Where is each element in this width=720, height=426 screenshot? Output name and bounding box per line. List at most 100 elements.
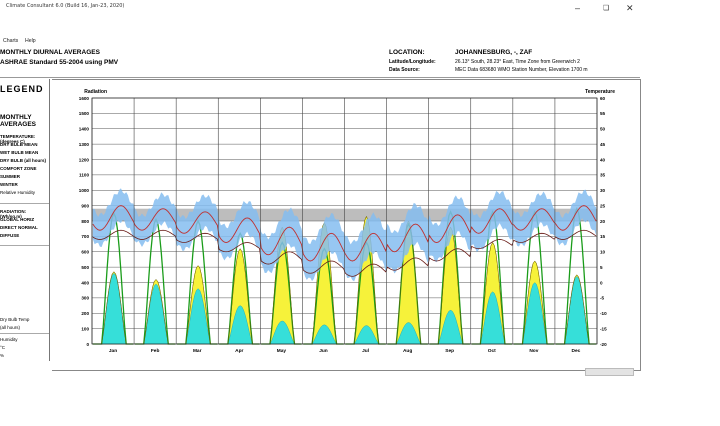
right-tick-label: 20 — [600, 219, 606, 224]
legend-rad-title: RADIATION: (Wh/sq.m) — [0, 209, 27, 219]
right-tick-label: -10 — [600, 311, 607, 316]
left-tick-label: 1600 — [79, 96, 90, 101]
left-tick-label: 1200 — [79, 157, 90, 162]
right-tick-label: -5 — [600, 296, 605, 301]
legend-item[interactable]: DIRECT NORMAL — [0, 225, 38, 230]
right-tick-label: 30 — [600, 188, 606, 193]
latlong-label: Latitude/Longitude: — [389, 59, 436, 65]
month-label: Oct — [488, 348, 496, 354]
legend-subheading: MONTHLY AVERAGES — [0, 114, 36, 128]
left-tick-label: 600 — [81, 250, 89, 255]
legend-footer-item: Dry Bulb Temp — [0, 317, 30, 322]
legend-divider — [0, 333, 49, 334]
legend-divider — [0, 245, 49, 246]
close-icon[interactable]: ✕ — [626, 3, 634, 13]
right-tick-label: 45 — [600, 142, 606, 147]
right-tick-label: 55 — [600, 111, 606, 116]
legend-heading: LEGEND — [0, 84, 44, 94]
location-value: JOHANNESBURG, -, ZAF — [455, 49, 533, 56]
legend-item[interactable]: DIFFUSE — [0, 233, 20, 238]
location-label: LOCATION: — [389, 49, 425, 56]
scrollbar[interactable] — [585, 368, 634, 376]
y-axis-label-radiation: Radiation — [84, 89, 107, 95]
right-tick-label: 40 — [600, 157, 606, 162]
month-label: Apr — [235, 348, 243, 354]
left-tick-label: 1100 — [79, 173, 89, 178]
legend-item[interactable]: WINTER — [0, 182, 18, 187]
month-label: Sep — [445, 348, 454, 354]
month-label: Mar — [193, 348, 202, 354]
window-title: Climate Consultant 6.0 (Build 16, Jan-23… — [6, 3, 125, 9]
source-value: MEC Data 683680 WMO Station Number, Elev… — [455, 67, 588, 73]
menu-help[interactable]: Help — [25, 38, 36, 44]
right-tick-label: -15 — [600, 326, 607, 331]
source-label: Data Source: — [389, 67, 420, 73]
diffuse-area — [429, 309, 470, 345]
chart-header: MONTHLY DIURNAL AVERAGES ASHRAE Standard… — [0, 47, 640, 78]
maximize-icon[interactable]: ❏ — [603, 5, 610, 12]
left-tick-label: 300 — [81, 296, 89, 301]
right-tick-label: 5 — [600, 265, 603, 270]
diffuse-area — [261, 320, 302, 345]
y-axis-label-temperature: Temperature — [585, 89, 615, 95]
left-tick-label: 1300 — [79, 142, 90, 147]
diffuse-area — [177, 288, 218, 345]
diffuse-area — [219, 305, 260, 345]
month-label: Dec — [572, 348, 581, 354]
legend-item[interactable]: DRY BULB (all hours) — [0, 158, 47, 163]
right-tick-label: 35 — [600, 173, 606, 178]
legend-item[interactable]: DRY BULB MEAN — [0, 142, 38, 147]
left-tick-label: 400 — [81, 280, 89, 285]
legend-divider — [0, 203, 49, 204]
right-tick-label: -20 — [600, 342, 607, 347]
legend-item[interactable]: GLOBAL HORIZ — [0, 217, 35, 222]
right-tick-label: 10 — [600, 250, 606, 255]
diffuse-area — [387, 322, 428, 345]
right-tick-label: 25 — [600, 203, 606, 208]
legend-footer-item: Humidity — [0, 337, 18, 342]
month-label: Jul — [362, 348, 369, 354]
window-titlebar: Climate Consultant 6.0 (Build 16, Jan-23… — [0, 0, 640, 22]
diffuse-area — [303, 324, 344, 345]
chart-title: MONTHLY DIURNAL AVERAGES — [0, 49, 100, 56]
left-tick-label: 1500 — [79, 111, 90, 116]
latlong-value: 26.13° South, 28.23° East, Time Zone fro… — [455, 59, 580, 65]
menu-bar: Charts Help — [0, 38, 640, 47]
legend-footer-item: (all hours) — [0, 325, 21, 330]
legend-item[interactable]: WET BULB MEAN — [0, 150, 39, 155]
right-tick-label: 60 — [600, 96, 606, 101]
minimize-icon[interactable]: – — [575, 3, 581, 13]
diffuse-area — [555, 276, 597, 345]
left-tick-label: 700 — [81, 234, 89, 239]
chart-subtitle: ASHRAE Standard 55-2004 using PMV — [0, 59, 119, 66]
month-label: Jun — [319, 348, 328, 354]
diffuse-area — [345, 325, 386, 345]
legend-panel: LEGEND MONTHLY AVERAGES TEMPERATURE: (de… — [0, 79, 50, 361]
left-tick-label: 800 — [81, 219, 89, 224]
legend-footer-item: % — [0, 353, 5, 358]
left-tick-label: 100 — [81, 326, 89, 331]
month-label: Feb — [151, 348, 160, 354]
legend-item[interactable]: COMFORT ZONE — [0, 166, 37, 171]
right-tick-label: 0 — [600, 280, 603, 285]
right-tick-label: 50 — [600, 127, 606, 132]
left-tick-label: 0 — [86, 342, 89, 347]
left-tick-label: 900 — [81, 203, 89, 208]
diffuse-area — [92, 272, 134, 345]
diffuse-area — [471, 291, 512, 345]
left-tick-label: 200 — [81, 311, 89, 316]
plot-area: Radiation Temperature 1600 60 1500 55 1400 50 13… — [52, 79, 641, 371]
month-label: May — [277, 348, 287, 354]
left-tick-label: 1400 — [79, 127, 90, 132]
right-tick-label: 15 — [600, 234, 606, 239]
month-label: Nov — [529, 348, 538, 354]
diffuse-area — [134, 283, 176, 345]
legend-item[interactable]: SUMMER — [0, 174, 20, 179]
legend-temp-title: TEMPERATURE: (degrees C) — [0, 134, 36, 144]
legend-item[interactable]: Relative Humidity — [0, 190, 36, 195]
plot-border — [91, 97, 598, 345]
menu-charts[interactable]: Charts — [3, 38, 19, 44]
month-label: Aug — [403, 348, 412, 354]
left-tick-label: 500 — [81, 265, 89, 270]
